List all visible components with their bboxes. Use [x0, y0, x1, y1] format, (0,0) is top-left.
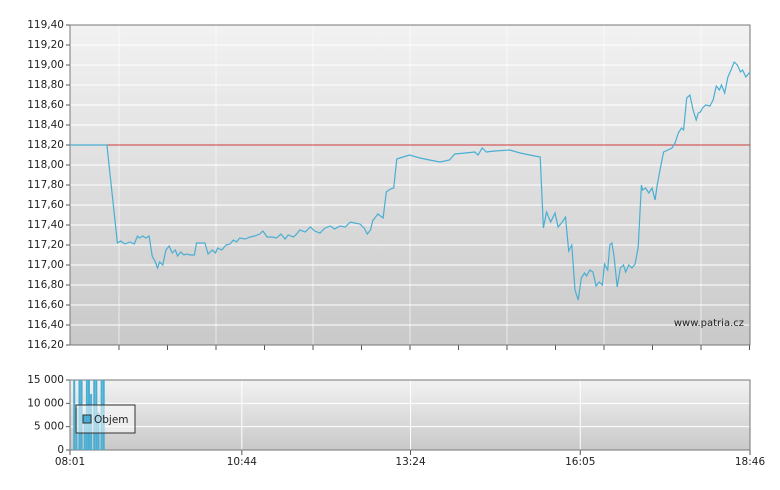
y-tick-label: 118,40	[27, 119, 64, 131]
y-tick-label: 116,60	[27, 299, 64, 311]
x-tick-label: 08:01	[55, 456, 85, 468]
price-line	[70, 60, 751, 301]
y-tick-label: 118,00	[27, 159, 64, 171]
y-tick-label: 116,40	[27, 319, 64, 331]
plot-area	[70, 380, 750, 450]
plot-border	[69, 379, 751, 451]
volume-bar	[83, 422, 86, 450]
y-tick-label: 118,60	[27, 99, 64, 111]
legend-swatch	[82, 414, 92, 424]
y-tick-label: 117,60	[27, 199, 64, 211]
x-tick-label: 13:24	[395, 456, 426, 468]
y-tick-label: 119,40	[27, 19, 64, 31]
x-tick-label: 16:05	[565, 456, 595, 468]
y-tick-label: 10 000	[27, 397, 64, 409]
y-tick-label: 117,00	[27, 259, 64, 271]
y-tick-label: 119,00	[27, 59, 64, 71]
y-tick-label: 118,80	[27, 79, 64, 91]
y-tick-label: 15 000	[27, 374, 64, 386]
y-tick-label: 119,20	[27, 39, 64, 51]
y-tick-label: 5 000	[34, 421, 64, 433]
y-tick-label: 0	[57, 444, 64, 456]
plot-border	[69, 24, 751, 346]
y-tick-label: 117,20	[27, 239, 64, 251]
y-tick-label: 118,20	[27, 139, 64, 151]
watermark: www.patria.cz	[674, 318, 744, 329]
y-tick-label: 116,80	[27, 279, 64, 291]
x-tick-label: 18:46	[735, 456, 766, 468]
y-tick-label: 116,20	[27, 339, 64, 351]
y-tick-label: 117,40	[27, 219, 64, 231]
legend-label: Objem	[94, 414, 129, 426]
x-tick-label: 10:44	[227, 456, 258, 468]
y-tick-label: 117,80	[27, 179, 64, 191]
volume-bar	[73, 380, 76, 450]
